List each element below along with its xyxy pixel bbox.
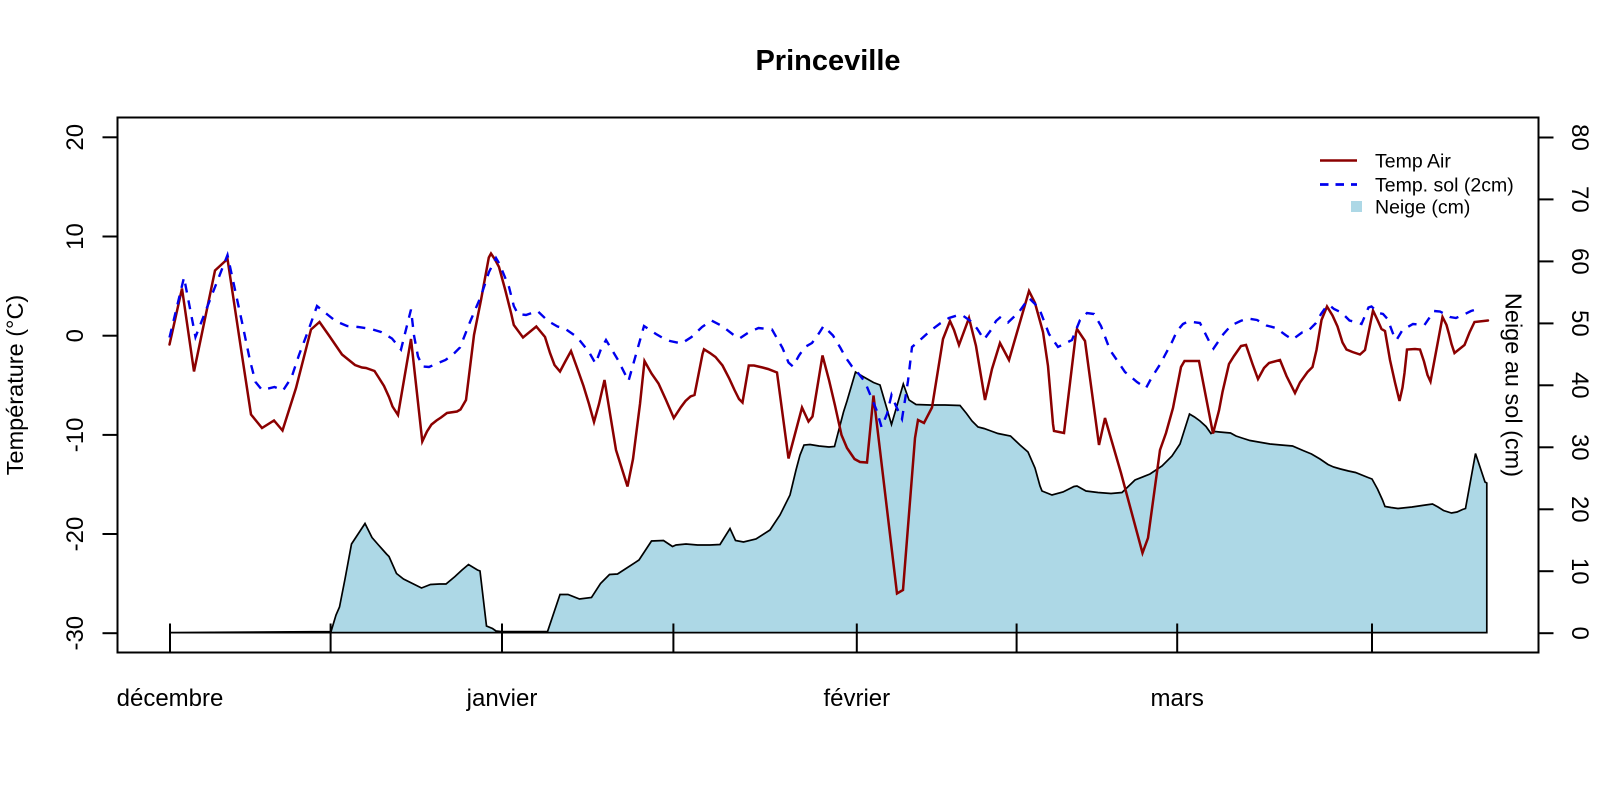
svg-text:Neige (cm): Neige (cm) [1375,197,1470,219]
svg-text:40: 40 [1566,372,1593,399]
svg-text:0: 0 [1566,627,1593,640]
svg-text:20: 20 [62,124,89,151]
svg-text:janvier: janvier [466,685,538,712]
svg-text:décembre: décembre [117,685,224,712]
svg-text:Princeville: Princeville [755,45,900,77]
svg-text:-20: -20 [62,517,89,552]
svg-text:mars: mars [1151,685,1204,712]
svg-text:10: 10 [62,223,89,250]
svg-text:-30: -30 [62,616,89,651]
svg-text:80: 80 [1566,124,1593,151]
svg-text:-10: -10 [62,418,89,453]
svg-text:Temp Air: Temp Air [1375,151,1451,173]
svg-text:50: 50 [1566,310,1593,337]
svg-text:60: 60 [1566,248,1593,275]
svg-text:Température (°C): Température (°C) [2,295,28,475]
svg-text:0: 0 [62,329,89,342]
svg-text:Temp. sol (2cm): Temp. sol (2cm) [1375,175,1514,197]
svg-text:10: 10 [1566,558,1593,585]
svg-text:Neige au sol (cm): Neige au sol (cm) [1501,293,1527,477]
svg-text:20: 20 [1566,496,1593,523]
svg-text:30: 30 [1566,434,1593,461]
svg-text:70: 70 [1566,186,1593,213]
svg-text:février: février [823,685,890,712]
